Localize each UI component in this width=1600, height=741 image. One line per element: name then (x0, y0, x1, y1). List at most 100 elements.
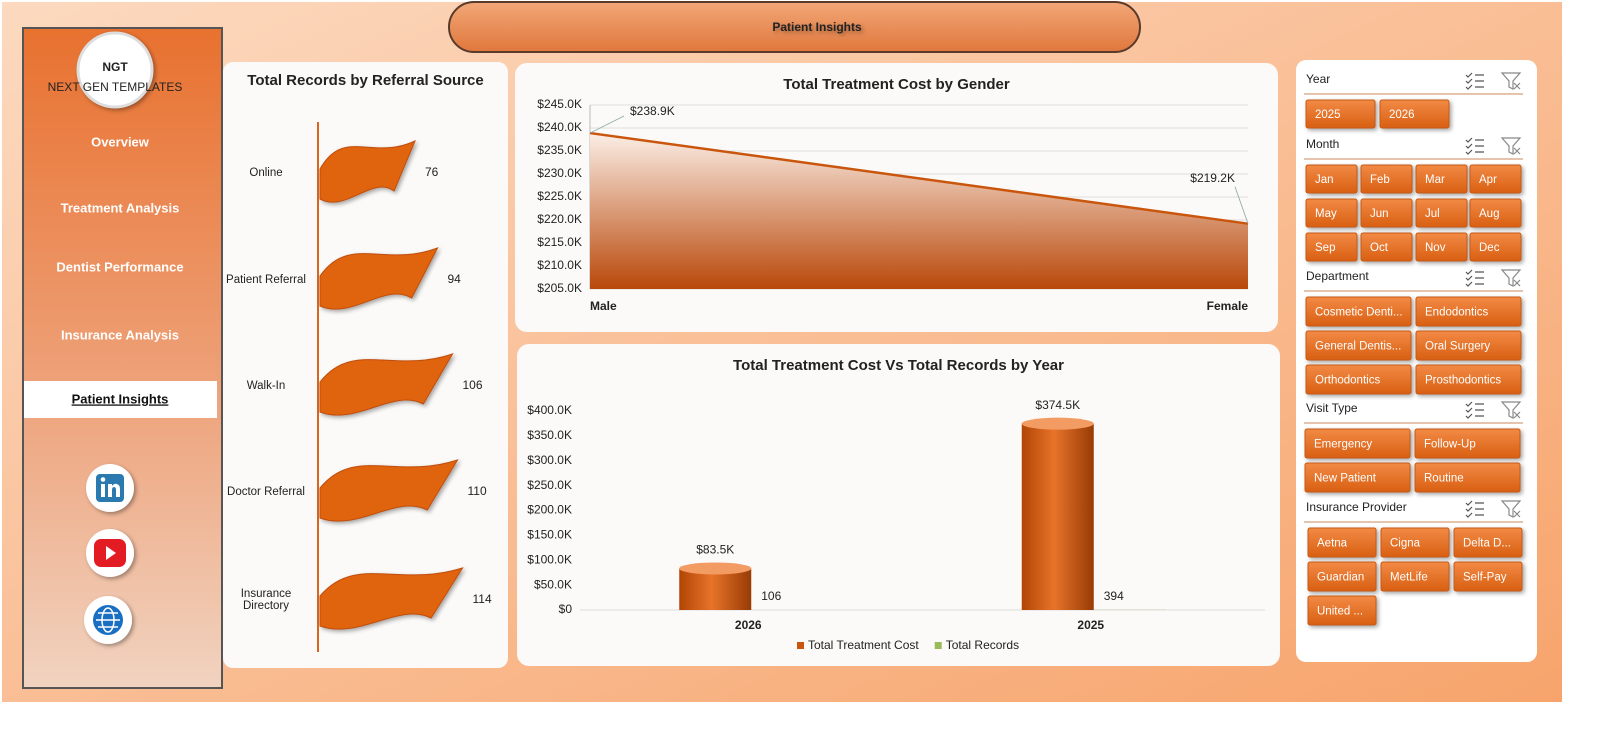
slicer-button[interactable] (1469, 232, 1522, 262)
slicer-button-label[interactable]: Aetna (1317, 538, 1348, 550)
slicer-button-label[interactable]: Follow-Up (1424, 439, 1476, 451)
slicer-button-label[interactable]: Self-Pay (1463, 572, 1507, 584)
slicer-button[interactable] (1360, 198, 1413, 228)
y-tick-label: $100.0K (527, 552, 572, 566)
value-label: 106 (463, 378, 483, 392)
slicer-button[interactable] (1307, 595, 1377, 626)
category-label-box: Walk-In (247, 380, 286, 392)
slicer-button-label[interactable]: Mar (1425, 174, 1445, 186)
clear-filter-icon[interactable] (1500, 269, 1522, 287)
multi-select-icon[interactable] (1465, 137, 1484, 155)
slicer-button[interactable] (1415, 164, 1468, 194)
leader-line (589, 115, 625, 134)
slicer-button-label[interactable]: Cosmetic Denti... (1315, 307, 1403, 319)
data-label: $238.9K (630, 104, 675, 118)
clear-filter-icon[interactable] (1500, 401, 1522, 419)
slicer-button[interactable] (1304, 462, 1411, 493)
slicer-button-label[interactable]: May (1315, 208, 1337, 220)
slicer-button[interactable] (1380, 527, 1450, 558)
slicer-button-label[interactable]: Oral Surgery (1425, 341, 1490, 353)
slicer-button[interactable] (1360, 232, 1413, 262)
y-tick-label: $0 (559, 602, 573, 616)
chart-title-box: Total Records by Referral Source (247, 72, 483, 89)
multi-select-icon[interactable] (1465, 401, 1484, 419)
slicer-button-label[interactable]: MetLife (1390, 572, 1428, 584)
nav-item[interactable]: Treatment Analysis (61, 200, 180, 215)
slicer-button-label[interactable]: Orthodontics (1315, 375, 1380, 387)
slicer-button[interactable] (1415, 232, 1468, 262)
slicer-button[interactable] (1453, 561, 1523, 592)
nav-item[interactable]: Insurance Analysis (61, 327, 179, 342)
slicer-button-label[interactable]: United ... (1317, 606, 1363, 618)
category-label: Patient Referral (226, 274, 306, 286)
slicer-title: Insurance Provider (1306, 500, 1407, 514)
category-label-box: Patient Referral (226, 274, 306, 286)
bar-top (679, 562, 752, 575)
slicer-button-label[interactable]: Dec (1479, 242, 1500, 254)
slicer-button-label[interactable]: Oct (1370, 242, 1389, 254)
slicer-button[interactable] (1305, 164, 1358, 194)
slicer-button[interactable] (1307, 561, 1377, 592)
slicer-button[interactable] (1414, 428, 1521, 459)
slicer-button-label[interactable]: 2025 (1315, 109, 1341, 121)
slicer-button[interactable] (1305, 232, 1358, 262)
slicer-button[interactable] (1415, 364, 1522, 395)
slicer-button[interactable] (1305, 99, 1376, 129)
nav-item[interactable]: Overview (91, 134, 150, 149)
slicer-button[interactable] (1304, 428, 1411, 459)
slicer-button-label[interactable]: Apr (1479, 174, 1497, 186)
slicer-button-label[interactable]: Jun (1370, 208, 1389, 220)
chart-title-box: Total Treatment Cost by Gender (783, 76, 1009, 93)
slicer-button[interactable] (1469, 198, 1522, 228)
slicer-button[interactable] (1379, 99, 1450, 129)
charts: Total Records by Referral Source Online 76… (226, 72, 1265, 652)
slicer-button[interactable] (1305, 364, 1412, 395)
multi-select-icon[interactable] (1465, 72, 1484, 90)
slicer-button-label[interactable]: Jul (1425, 208, 1440, 220)
slicer-button-label[interactable]: Prosthodontics (1425, 375, 1501, 387)
slicer-button[interactable] (1415, 198, 1468, 228)
slicer-button[interactable] (1305, 330, 1412, 361)
nav: Overview Treatment Analysis Dentist Perfor… (24, 134, 217, 418)
slicer-button[interactable] (1415, 296, 1522, 327)
bar-top (1021, 417, 1094, 430)
slicer-button-label[interactable]: Cigna (1390, 538, 1421, 550)
nav-item[interactable]: Dentist Performance (56, 259, 183, 274)
data-label: $374.5K (1035, 398, 1080, 412)
slicer-button-label[interactable]: Guardian (1317, 572, 1364, 584)
multi-select-icon[interactable] (1465, 500, 1484, 518)
slicer-button-label[interactable]: Emergency (1314, 439, 1372, 451)
slicer-button[interactable] (1360, 164, 1413, 194)
slicer-button-label[interactable]: Delta D... (1463, 538, 1511, 550)
nav-active-bg (24, 381, 217, 418)
slicer-button[interactable] (1305, 296, 1412, 327)
slicer-button-label[interactable]: Sep (1315, 242, 1335, 254)
clear-filter-icon[interactable] (1500, 137, 1522, 155)
slicer-button-label[interactable]: Routine (1424, 473, 1464, 485)
data-label: $219.2K (1190, 171, 1235, 185)
nav-item[interactable]: Patient Insights (72, 391, 169, 406)
slicer-button[interactable] (1415, 330, 1522, 361)
slicer-button[interactable] (1453, 527, 1523, 558)
slicer-button-label[interactable]: General Dentis... (1315, 341, 1401, 353)
slicer-button-label[interactable]: New Patient (1314, 473, 1377, 485)
slicer-button[interactable] (1380, 561, 1450, 592)
slicer-button[interactable] (1469, 164, 1522, 194)
slicer-button[interactable] (1307, 527, 1377, 558)
slicer-button-label[interactable]: Nov (1425, 242, 1446, 254)
clear-filter-icon[interactable] (1500, 500, 1522, 518)
leader-line (1234, 186, 1249, 224)
y-tick-label: $300.0K (527, 453, 572, 467)
category-label: Online (249, 167, 283, 179)
slicer-button[interactable] (1414, 462, 1521, 493)
slicer-button-label[interactable]: Aug (1479, 208, 1499, 220)
multi-select-icon[interactable] (1465, 269, 1484, 287)
clear-filter-icon[interactable] (1500, 72, 1522, 90)
slicer-button[interactable] (1305, 198, 1358, 228)
slicer-button-label[interactable]: Jan (1315, 174, 1334, 186)
slicer-button-label[interactable]: Feb (1370, 174, 1390, 186)
slicer-button-label[interactable]: 2026 (1389, 109, 1415, 121)
legend-label: Total Treatment Cost (808, 638, 919, 652)
slicer-button-label[interactable]: Endodontics (1425, 307, 1489, 319)
